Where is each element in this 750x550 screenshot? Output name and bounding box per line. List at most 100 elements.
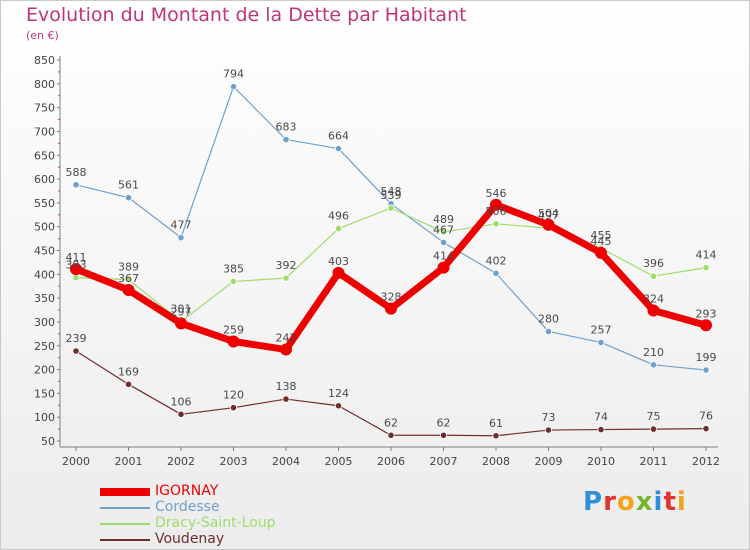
data-label-dracy-saint-loup: 396: [643, 257, 664, 270]
data-label-voudenay: 106: [171, 395, 192, 408]
data-label-cordesse: 588: [66, 166, 87, 179]
data-label-dracy-saint-loup: 301: [171, 302, 192, 315]
data-point-voudenay: [282, 395, 290, 403]
data-label-cordesse: 794: [223, 68, 244, 81]
chart-title: Evolution du Montant de la Dette par Hab…: [26, 4, 467, 26]
x-tick-label: 2006: [377, 455, 405, 468]
legend-label: Dracy-Saint-Loup: [155, 515, 276, 531]
data-point-dracy-saint-loup: [282, 274, 290, 282]
data-label-igornay: 445: [591, 235, 612, 248]
data-label-igornay: 414: [433, 250, 454, 263]
y-tick-label: 200: [34, 364, 55, 377]
legend-swatch: [100, 539, 150, 541]
x-tick-label: 2012: [692, 455, 720, 468]
y-tick-label: 400: [34, 268, 55, 281]
legend-label: IGORNAY: [155, 483, 219, 499]
data-label-voudenay: 73: [542, 411, 556, 424]
x-tick-label: 2002: [167, 455, 195, 468]
data-label-igornay: 546: [486, 187, 507, 200]
data-point-cordesse: [492, 269, 500, 277]
y-tick-label: 50: [41, 435, 55, 448]
y-tick-label: 100: [34, 411, 55, 424]
data-label-cordesse: 402: [486, 254, 507, 267]
data-label-cordesse: 467: [433, 223, 454, 236]
data-point-dracy-saint-loup: [439, 228, 448, 236]
data-point-dracy-saint-loup: [334, 224, 343, 233]
chart-subtitle: (en €): [26, 29, 59, 42]
legend-label: Voudenay: [155, 531, 225, 547]
data-label-dracy-saint-loup: 539: [381, 189, 402, 202]
x-tick-label: 2008: [482, 455, 510, 468]
x-tick-label: 2007: [430, 455, 458, 468]
data-point-igornay: [227, 335, 240, 348]
data-point-cordesse: [177, 234, 185, 242]
data-point-igornay: [175, 317, 187, 330]
data-point-dracy-saint-loup: [229, 277, 238, 286]
y-tick-label: 150: [34, 387, 55, 400]
x-tick-label: 2001: [115, 455, 143, 468]
y-tick-label: 300: [34, 316, 55, 329]
y-tick-label: 600: [34, 173, 55, 186]
data-label-igornay: 411: [66, 251, 87, 264]
data-point-cordesse: [649, 361, 658, 369]
y-tick-label: 800: [34, 78, 55, 91]
data-point-voudenay: [544, 426, 553, 434]
data-label-dracy-saint-loup: 385: [223, 262, 244, 275]
data-label-voudenay: 62: [437, 416, 451, 429]
y-tick-label: 500: [34, 221, 55, 234]
data-point-dracy-saint-loup: [702, 264, 710, 272]
data-label-dracy-saint-loup: 489: [433, 213, 454, 226]
data-point-voudenay: [492, 432, 500, 440]
data-label-dracy-saint-loup: 496: [328, 210, 349, 223]
data-point-cordesse: [124, 194, 133, 202]
data-label-dracy-saint-loup: 455: [591, 229, 612, 242]
data-label-dracy-saint-loup: 393: [66, 259, 87, 272]
x-tick-label: 2010: [587, 455, 615, 468]
legend-swatch: [100, 488, 150, 496]
data-point-dracy-saint-loup: [649, 272, 658, 280]
data-label-voudenay: 61: [489, 417, 503, 430]
x-tick-label: 2003: [220, 455, 248, 468]
data-point-voudenay: [72, 347, 80, 355]
data-label-voudenay: 124: [328, 387, 349, 400]
proxiti-logo: Proxiti: [583, 487, 687, 517]
logo-letter: i: [653, 487, 664, 517]
data-label-dracy-saint-loup: 389: [118, 261, 139, 274]
data-label-cordesse: 548: [381, 185, 402, 198]
data-point-igornay: [437, 261, 450, 274]
data-label-igornay: 328: [381, 291, 402, 304]
data-point-cordesse: [282, 135, 290, 144]
data-label-cordesse: 683: [276, 121, 297, 134]
data-label-voudenay: 239: [66, 332, 87, 345]
data-point-voudenay: [229, 404, 238, 412]
data-label-igornay: 367: [118, 272, 139, 285]
x-tick-label: 2000: [62, 455, 90, 468]
data-point-cordesse: [439, 238, 448, 247]
x-tick-label: 2011: [640, 455, 668, 468]
data-point-cordesse: [597, 338, 605, 347]
data-point-igornay: [70, 263, 82, 276]
data-label-dracy-saint-loup: 497: [538, 209, 559, 222]
data-point-voudenay: [702, 425, 710, 433]
data-point-dracy-saint-loup: [387, 204, 395, 212]
data-label-voudenay: 74: [594, 411, 608, 424]
logo-letter: t: [663, 487, 677, 517]
logo-letter: r: [603, 487, 617, 517]
data-label-cordesse: 210: [643, 346, 664, 359]
data-label-igornay: 504: [538, 207, 559, 220]
data-label-voudenay: 169: [118, 365, 139, 378]
data-point-cordesse: [334, 144, 343, 153]
data-label-voudenay: 75: [647, 410, 661, 423]
data-point-igornay: [280, 343, 292, 356]
x-tick-label: 2004: [272, 455, 300, 468]
data-point-voudenay: [177, 410, 185, 418]
data-point-igornay: [490, 198, 502, 211]
data-point-igornay: [385, 302, 397, 315]
data-point-igornay: [122, 284, 135, 297]
x-tick-label: 2005: [325, 455, 353, 468]
y-tick-label: 250: [34, 340, 55, 353]
data-label-cordesse: 477: [171, 219, 192, 232]
data-label-cordesse: 561: [118, 179, 139, 192]
logo-letter: o: [616, 487, 636, 517]
data-label-igornay: 242: [276, 332, 297, 345]
